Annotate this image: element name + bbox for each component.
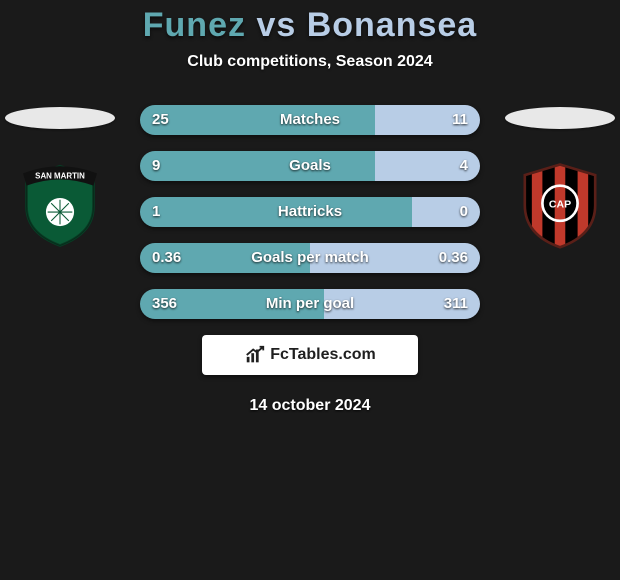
bar-fill-right bbox=[412, 197, 480, 227]
right-ellipse-shadow bbox=[505, 107, 615, 129]
date-label: 14 october 2024 bbox=[0, 397, 620, 415]
bar-fill-left bbox=[140, 151, 375, 181]
bar-fill-left bbox=[140, 105, 375, 135]
player-left-name: Funez bbox=[143, 6, 246, 44]
bar-fill-left bbox=[140, 243, 310, 273]
stat-row: Hattricks10 bbox=[140, 197, 480, 227]
subtitle: Club competitions, Season 2024 bbox=[0, 53, 620, 71]
bar-chart-arrow-icon bbox=[244, 344, 266, 366]
svg-text:CAP: CAP bbox=[549, 199, 571, 211]
right-team-column: CAP bbox=[500, 105, 620, 249]
stat-row: Matches2511 bbox=[140, 105, 480, 135]
left-ellipse-shadow bbox=[5, 107, 115, 129]
fctables-branding: FcTables.com bbox=[202, 335, 418, 375]
stat-row: Goals94 bbox=[140, 151, 480, 181]
bar-fill-right bbox=[375, 105, 480, 135]
cap-crest: CAP bbox=[516, 161, 604, 249]
bar-fill-right bbox=[310, 243, 480, 273]
stat-row: Min per goal356311 bbox=[140, 289, 480, 319]
bar-fill-left bbox=[140, 289, 324, 319]
comparison-title: Funez vs Bonansea bbox=[0, 0, 620, 45]
bar-fill-right bbox=[324, 289, 480, 319]
left-team-column: SAN MARTIN bbox=[0, 105, 120, 249]
bar-fill-left bbox=[140, 197, 412, 227]
bar-fill-right bbox=[375, 151, 480, 181]
stats-bars: Matches2511 Goals94 Hattricks10 Goals per m… bbox=[140, 105, 480, 319]
stat-row: Goals per match0.360.36 bbox=[140, 243, 480, 273]
comparison-body: SAN MARTIN bbox=[0, 105, 620, 415]
branding-text: FcTables.com bbox=[270, 346, 376, 364]
svg-text:SAN MARTIN: SAN MARTIN bbox=[35, 172, 85, 181]
san-martin-crest: SAN MARTIN bbox=[16, 161, 104, 249]
vs-text: vs bbox=[256, 6, 296, 44]
player-right-name: Bonansea bbox=[307, 6, 478, 44]
